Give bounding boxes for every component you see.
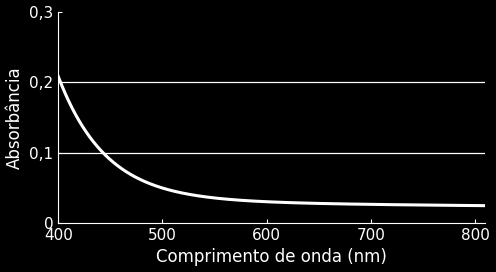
Y-axis label: Absorbância: Absorbância [5, 66, 23, 169]
X-axis label: Comprimento de onda (nm): Comprimento de onda (nm) [156, 248, 387, 267]
